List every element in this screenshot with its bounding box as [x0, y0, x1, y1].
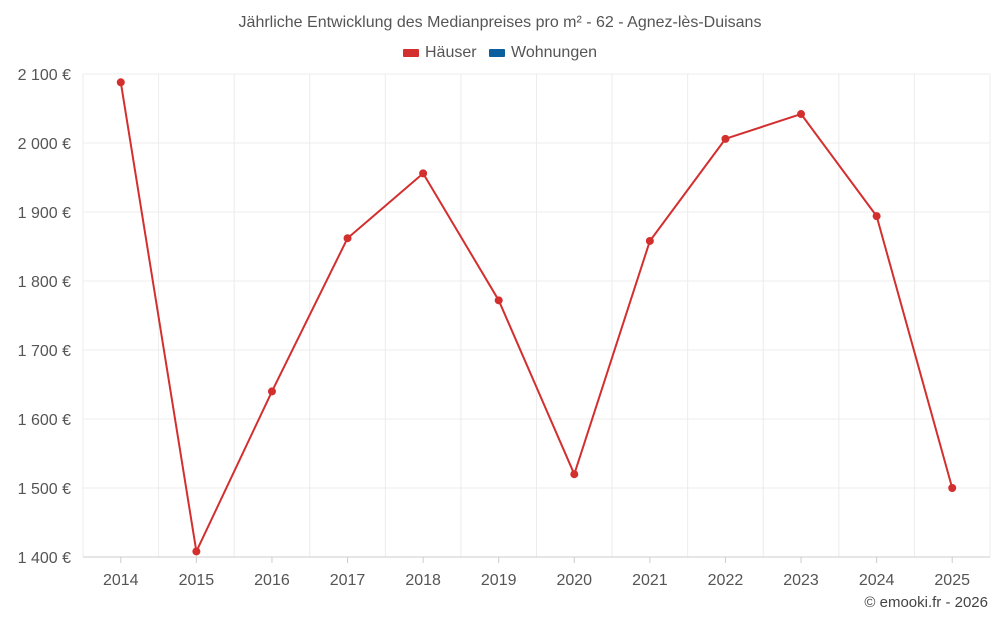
data-point [797, 110, 806, 119]
x-tick-label: 2021 [632, 572, 668, 589]
data-point [192, 547, 201, 556]
y-tick-label: 2 100 € [18, 67, 71, 84]
x-tick-label: 2023 [783, 572, 819, 589]
data-point [343, 234, 352, 243]
legend-item-wohnungen[interactable]: Wohnungen [489, 44, 597, 62]
chart-title: Jährliche Entwicklung des Medianpreises … [238, 14, 762, 31]
data-point [721, 134, 730, 143]
legend-item-haeuser[interactable]: Häuser [402, 44, 477, 62]
y-tick-label: 2 000 € [18, 136, 71, 153]
y-tick-label: 1 800 € [18, 274, 71, 291]
x-tick-label: 2024 [859, 572, 895, 589]
data-point [570, 470, 579, 479]
x-tick-label: 2025 [934, 572, 970, 589]
x-tick-label: 2022 [708, 572, 744, 589]
data-point [267, 387, 276, 396]
x-tick-label: 2019 [481, 572, 517, 589]
y-tick-label: 1 900 € [18, 205, 71, 222]
x-tick-label: 2020 [556, 572, 592, 589]
y-tick-label: 1 700 € [18, 343, 71, 360]
x-tick-label: 2014 [103, 572, 139, 589]
x-tick-label: 2018 [405, 572, 441, 589]
x-tick-label: 2016 [254, 572, 290, 589]
legend-swatch-wohnungen [489, 49, 506, 57]
legend-swatch-haeuser [402, 49, 419, 57]
x-tick-label: 2017 [330, 572, 366, 589]
data-point [116, 78, 125, 87]
y-tick-label: 1 600 € [18, 412, 71, 429]
legend-label-haeuser: Häuser [424, 44, 477, 61]
grid [82, 73, 991, 557]
axes: 1 400 € 1 500 € 1 600 € 1 700 € 1 800 € 1 900… [18, 67, 990, 589]
data-point [494, 296, 503, 305]
series-layer [116, 78, 957, 556]
data-point [872, 212, 881, 221]
series-line-0 [119, 82, 954, 553]
x-tick-label: 2015 [179, 572, 215, 589]
y-tick-label: 1 400 € [18, 550, 71, 567]
y-tick-label: 1 500 € [18, 481, 71, 498]
data-point [645, 236, 654, 245]
data-point [419, 169, 428, 178]
data-point [948, 484, 957, 492]
credit-text: © emooki.fr - 2026 [864, 594, 988, 611]
legend-label-wohnungen: Wohnungen [511, 44, 598, 61]
legend: Häuser Wohnungen [0, 44, 1000, 62]
